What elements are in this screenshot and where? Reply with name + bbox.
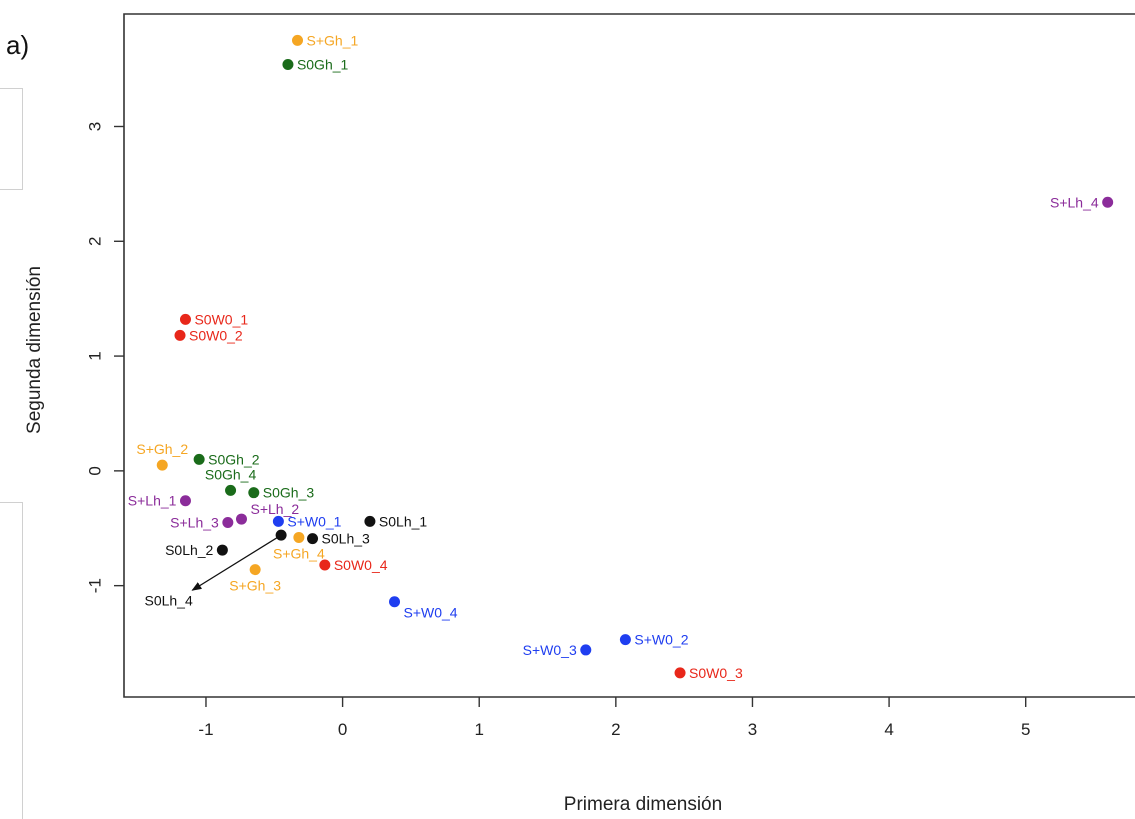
x-tick-label: 4 bbox=[884, 720, 893, 739]
point-label: S0Lh_1 bbox=[379, 513, 427, 529]
data-point bbox=[222, 517, 234, 529]
data-point bbox=[282, 59, 294, 71]
point-label: S0Gh_4 bbox=[205, 466, 257, 482]
x-tick-label: 3 bbox=[748, 720, 757, 739]
point-label: S0W0_4 bbox=[334, 557, 388, 573]
data-point bbox=[179, 495, 191, 507]
x-tick-label: 5 bbox=[1021, 720, 1030, 739]
x-tick-label: 2 bbox=[611, 720, 620, 739]
data-point bbox=[248, 487, 260, 499]
data-point bbox=[674, 667, 686, 679]
point-label: S0Gh_1 bbox=[297, 57, 349, 73]
panel-label: a) bbox=[6, 30, 30, 60]
plot-border bbox=[123, 13, 1135, 698]
data-point bbox=[249, 564, 261, 576]
y-tick-label: 0 bbox=[85, 466, 104, 475]
data-point bbox=[156, 459, 168, 471]
point-label: S+Lh_4 bbox=[1050, 194, 1099, 210]
x-tick-label: 1 bbox=[474, 720, 483, 739]
point-label: S0W0_3 bbox=[689, 665, 743, 681]
data-point bbox=[619, 634, 631, 646]
point-label: S+Lh_3 bbox=[170, 515, 219, 531]
data-point bbox=[364, 515, 376, 527]
point-label: S+W0_2 bbox=[634, 632, 688, 648]
data-point bbox=[174, 329, 186, 341]
y-tick-label: -1 bbox=[85, 578, 104, 593]
data-point bbox=[307, 533, 319, 545]
point-label: S0W0_2 bbox=[189, 327, 243, 343]
point-label: S0Lh_3 bbox=[322, 531, 370, 547]
x-tick-label: 0 bbox=[338, 720, 347, 739]
data-point bbox=[1102, 196, 1114, 208]
data-point bbox=[319, 559, 331, 571]
point-label: S+W0_4 bbox=[404, 605, 458, 621]
point-label: S0W0_1 bbox=[194, 311, 248, 327]
point-label: S+W0_1 bbox=[287, 513, 341, 529]
point-label: S+Lh_2 bbox=[250, 501, 299, 517]
arrow bbox=[191, 534, 282, 591]
data-points bbox=[156, 34, 1114, 679]
data-point bbox=[275, 529, 287, 541]
point-label: S+Lh_1 bbox=[128, 493, 177, 509]
point-label: S0Gh_2 bbox=[208, 451, 260, 467]
point-label: S+Gh_1 bbox=[307, 32, 359, 48]
point-label: S+Gh_2 bbox=[136, 441, 188, 457]
data-point bbox=[193, 453, 205, 465]
data-point bbox=[225, 484, 237, 496]
data-point bbox=[216, 544, 228, 556]
annotation-label: S0Lh_4 bbox=[144, 593, 192, 609]
point-label: S0Gh_3 bbox=[263, 485, 315, 501]
data-point bbox=[580, 644, 592, 656]
x-axis-label: Primera dimensión bbox=[564, 794, 722, 815]
data-point bbox=[179, 313, 191, 325]
point-label: S+W0_3 bbox=[523, 642, 577, 658]
point-label: S+Gh_3 bbox=[229, 578, 281, 594]
data-point bbox=[293, 531, 305, 543]
data-point bbox=[389, 596, 401, 608]
data-point bbox=[292, 34, 304, 46]
data-point bbox=[235, 513, 247, 525]
y-tick-label: 3 bbox=[85, 122, 104, 131]
y-tick-label: 2 bbox=[85, 237, 104, 246]
point-label: S0Lh_2 bbox=[165, 542, 213, 558]
y-axis-label: Segunda dimensión bbox=[24, 266, 45, 434]
x-tick-label: -1 bbox=[198, 720, 213, 739]
page-fragment-top bbox=[0, 88, 23, 190]
page-fragment-bottom bbox=[0, 502, 23, 819]
axis-ticks: -1 0 1 2 3 4 5 -1 0 1 2 3 bbox=[85, 122, 1030, 739]
arrows bbox=[191, 534, 282, 591]
data-point bbox=[272, 515, 284, 527]
y-tick-label: 1 bbox=[85, 351, 104, 360]
plot-frame bbox=[123, 13, 1135, 698]
point-label: S+Gh_4 bbox=[273, 545, 325, 561]
